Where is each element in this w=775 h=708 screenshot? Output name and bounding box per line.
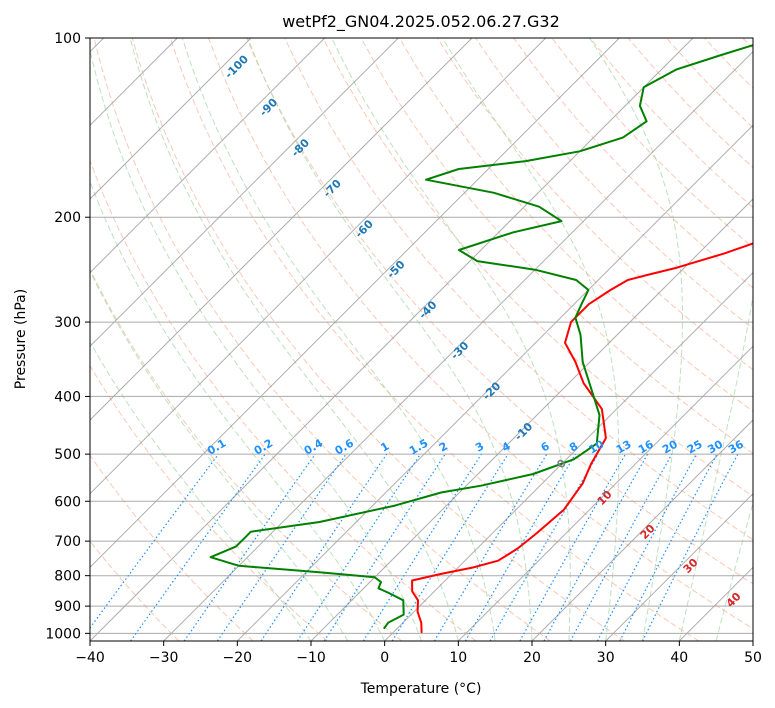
- isotherm-line: [90, 38, 252, 200]
- dry-adiabat: [322, 38, 753, 497]
- dry-adiabat: [90, 364, 328, 641]
- isotherm-line: [90, 38, 399, 348]
- x-tick-label: 10: [449, 650, 467, 666]
- mixing-ratio-line: [323, 453, 446, 641]
- dry-adiabat: [513, 38, 753, 289]
- isotherm-line: [605, 492, 753, 641]
- x-tick-label: −40: [75, 650, 105, 666]
- mixing-ratio-line: [433, 453, 548, 641]
- dewpoint-profile-line: [209, 44, 753, 630]
- moist-adiabat: [129, 38, 459, 641]
- y-tick-label: 200: [54, 210, 81, 226]
- y-tick-label: 400: [54, 389, 81, 405]
- moist-adiabat: [442, 38, 620, 641]
- y-tick-label: 100: [54, 31, 81, 47]
- x-tick-label: −30: [149, 650, 179, 666]
- moist-adiabat: [331, 38, 571, 641]
- moist-adiabat: [181, 38, 496, 641]
- dry-adiabat: [90, 454, 254, 641]
- isotherm-line: [90, 38, 694, 641]
- x-tick-label: −10: [296, 650, 326, 666]
- x-tick-label: −20: [223, 650, 253, 666]
- y-tick-label: 500: [54, 447, 81, 463]
- mixing-ratio-line: [260, 453, 388, 641]
- isotherm-line: [90, 38, 547, 495]
- temperature-profile-line: [411, 242, 753, 634]
- moist-adiabat: [90, 340, 312, 641]
- x-tick-label: 50: [744, 650, 762, 666]
- moist-adiabat: [90, 47, 422, 641]
- isotherm-line: [384, 271, 753, 641]
- isotherm-line: [457, 345, 753, 641]
- moist-adiabat: [90, 269, 349, 641]
- isotherm-line: [90, 38, 620, 569]
- mixing-ratio-line: [464, 453, 576, 641]
- mixing-ratio-line: [489, 453, 599, 641]
- y-tick-label: 300: [54, 315, 81, 331]
- y-tick-label: 800: [54, 569, 81, 585]
- series-layer: [209, 44, 753, 634]
- mixing-ratio-line: [216, 453, 347, 641]
- x-tick-label: 20: [523, 650, 541, 666]
- isotherm-line: [163, 50, 753, 641]
- mixing-ratio-line: [569, 453, 673, 641]
- dry-adiabat: [90, 268, 403, 641]
- x-tick-label: 0: [380, 650, 389, 666]
- dry-adiabat: [284, 38, 753, 541]
- y-tick-label: 900: [54, 599, 81, 615]
- axis-ticks: −40 −30 −20 −10 0 10 20 30 40 50 100 200 300 400 500 60…: [45, 31, 762, 666]
- y-tick-label: 1000: [45, 626, 81, 642]
- isotherm-line: [90, 38, 473, 421]
- mixing-ratio-line: [183, 453, 316, 641]
- dry-adiabat: [169, 38, 700, 641]
- dry-adiabat: [475, 38, 753, 330]
- plot-frame: [89, 37, 754, 642]
- isotherm-line: [236, 124, 753, 641]
- dry-adiabat: [93, 38, 551, 641]
- isotherm-line: [310, 198, 753, 641]
- dry-adiabat: [246, 38, 753, 585]
- y-axis-label: Pressure (hPa): [13, 289, 29, 389]
- dry-adiabat: [398, 38, 753, 413]
- mixing-ratio-line: [296, 453, 421, 641]
- isotherm-line: [531, 419, 753, 641]
- mixing-ratio-line: [90, 453, 219, 629]
- mixing-ratio-line: [543, 453, 649, 641]
- dry-adiabat: [208, 38, 753, 630]
- x-axis-label: Temperature (°C): [360, 681, 482, 697]
- chart-title: wetPf2_GN04.2025.052.06.27.G32: [282, 12, 560, 32]
- x-tick-label: 30: [597, 650, 615, 666]
- y-tick-label: 600: [54, 494, 81, 510]
- y-tick-label: 700: [54, 534, 81, 550]
- moist-adiabat: [247, 38, 533, 641]
- dry-adiabat: [90, 159, 477, 641]
- mixing-ratio-line: [130, 453, 266, 641]
- dry-adiabat: [90, 540, 180, 641]
- background-lines: [90, 38, 753, 641]
- isotherm-line: [90, 38, 326, 274]
- dry-adiabat: [360, 38, 753, 455]
- moist-adiabat: [589, 38, 683, 641]
- moist-adiabat: [90, 180, 386, 641]
- x-tick-label: 40: [670, 650, 688, 666]
